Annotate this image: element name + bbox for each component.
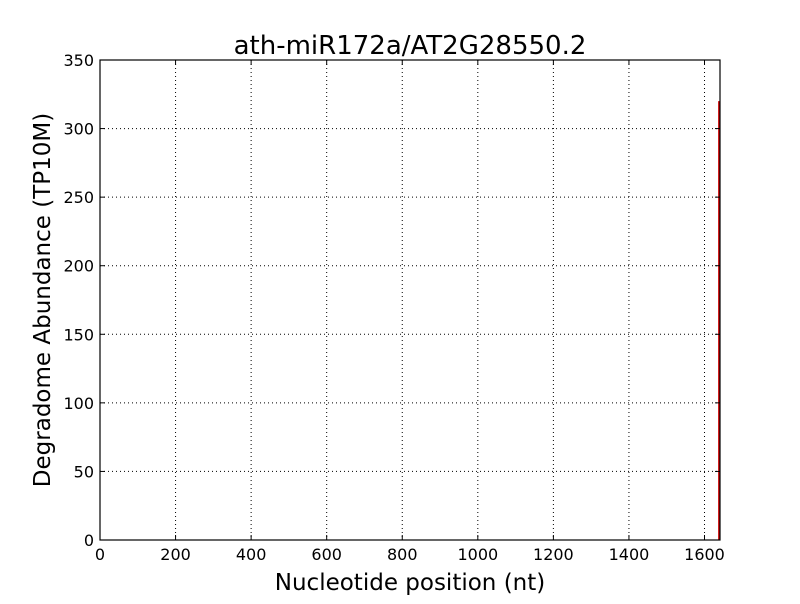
y-tick-label: 0 <box>84 531 94 550</box>
y-tick-label: 50 <box>74 462 94 481</box>
y-tick-label: 200 <box>63 257 94 276</box>
x-axis-label: Nucleotide position (nt) <box>275 570 545 596</box>
x-tick-label: 0 <box>95 545 105 564</box>
x-tick-label: 1600 <box>684 545 725 564</box>
x-tick-label: 1000 <box>457 545 498 564</box>
x-tick-label: 400 <box>236 545 267 564</box>
plot-frame <box>99 59 721 541</box>
y-tick-label: 150 <box>63 325 94 344</box>
x-tick-label: 1200 <box>533 545 574 564</box>
x-tick-label: 1400 <box>609 545 650 564</box>
x-tick-label: 800 <box>387 545 418 564</box>
y-axis-label: Degradome Abundance (TP10M) <box>30 113 56 487</box>
y-tick-label: 100 <box>63 394 94 413</box>
x-tick-label: 600 <box>311 545 342 564</box>
y-tick-label: 350 <box>63 51 94 70</box>
x-tick-label: 200 <box>160 545 191 564</box>
y-tick-label: 300 <box>63 120 94 139</box>
y-tick-label: 250 <box>63 188 94 207</box>
chart-title: ath-miR172a/AT2G28550.2 <box>234 31 587 61</box>
